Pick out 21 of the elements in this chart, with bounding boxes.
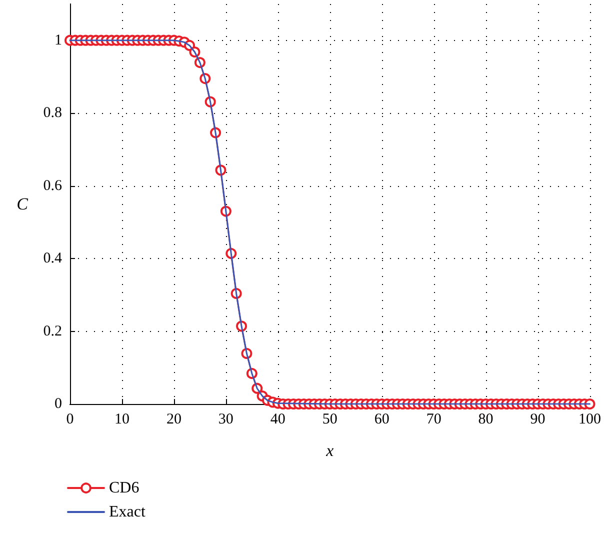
y-tick-label: 0.2 — [43, 323, 62, 340]
x-axis-title: x — [325, 441, 334, 460]
y-tick-label: 0 — [54, 396, 62, 412]
y-tick-label: 1 — [54, 32, 62, 48]
x-tick-label: 90 — [530, 412, 546, 428]
x-tick-label: 60 — [374, 412, 390, 428]
x-tick-label: 40 — [270, 412, 286, 428]
y-tick-label: 0.6 — [43, 178, 62, 194]
x-tick-label: 20 — [166, 412, 182, 428]
x-tick-label: 100 — [578, 412, 601, 428]
legend-label: Exact — [109, 504, 146, 520]
x-tick-label: 80 — [478, 412, 494, 428]
y-tick-label: 0.4 — [43, 250, 62, 267]
x-tick-label: 50 — [322, 412, 338, 428]
x-tick-label: 70 — [426, 412, 442, 428]
x-tick-label: 30 — [218, 412, 234, 428]
y-tick-label: 0.8 — [43, 105, 62, 122]
legend-label: CD6 — [109, 480, 140, 496]
y-axis-title: C — [16, 194, 29, 214]
x-tick-label: 0 — [66, 412, 74, 428]
x-tick-label: 10 — [114, 412, 130, 428]
